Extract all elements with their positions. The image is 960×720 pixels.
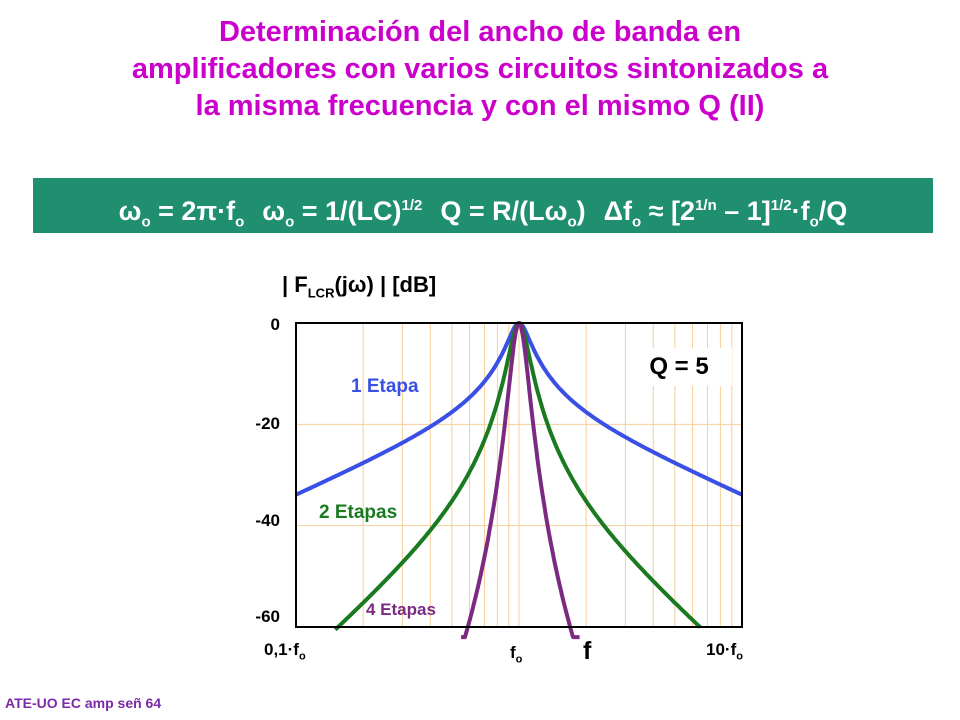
formula-line: ωo = 2π·fo ωo = 1/(LC)1/2 Q = R/(Lωo) Δfo ≈… xyxy=(33,178,933,233)
x-tick-left: 0,1·fo xyxy=(264,640,306,663)
x-axis-label: f xyxy=(583,637,592,665)
y-tick-minus40: -40 xyxy=(255,511,280,530)
formula-wo-lc: ωo = 1/(LC)1/2 xyxy=(262,196,423,231)
y-axis-label: | FLCR(jω) | [dB] xyxy=(282,272,437,301)
series-label-1-etapa: 1 Etapa xyxy=(351,376,419,397)
x-tick-center: fo xyxy=(510,643,523,666)
plot-frame xyxy=(295,322,743,628)
title-line-1: Determinación del ancho de banda en xyxy=(218,16,742,48)
series-label-4-etapas: 4 Etapas xyxy=(366,600,436,619)
series-line-4-etapas xyxy=(459,321,582,640)
series-label-2-etapas: 2 Etapas xyxy=(319,502,398,523)
y-tick-minus60: -60 xyxy=(255,607,280,626)
title-line-2: amplificadores con varios circuitos sint… xyxy=(131,53,829,85)
slide-footer: ATE-UO EC amp señ 64 xyxy=(5,695,162,711)
formula-bandwidth: Δfo ≈ [21/n – 1]1/2·fo/Q xyxy=(603,196,848,231)
grid-lines xyxy=(296,323,742,627)
slide-title: Determinación del ancho de banda en ampl… xyxy=(60,14,900,125)
formula-q: Q = R/(Lωo) xyxy=(440,196,586,231)
y-tick-minus20: -20 xyxy=(255,414,280,433)
y-tick-0: 0 xyxy=(270,315,280,334)
formula-bar: ωo = 2π·fo ωo = 1/(LC)1/2 Q = R/(Lωo) Δfo ≈… xyxy=(33,178,933,233)
q-annotation: Q = 5 xyxy=(626,348,732,386)
title-line-3: la misma frecuencia y con el mismo Q (II… xyxy=(195,90,765,122)
x-tick-right: 10·fo xyxy=(706,640,743,663)
formula-wo-2pi: ωo = 2π·fo xyxy=(118,196,245,231)
